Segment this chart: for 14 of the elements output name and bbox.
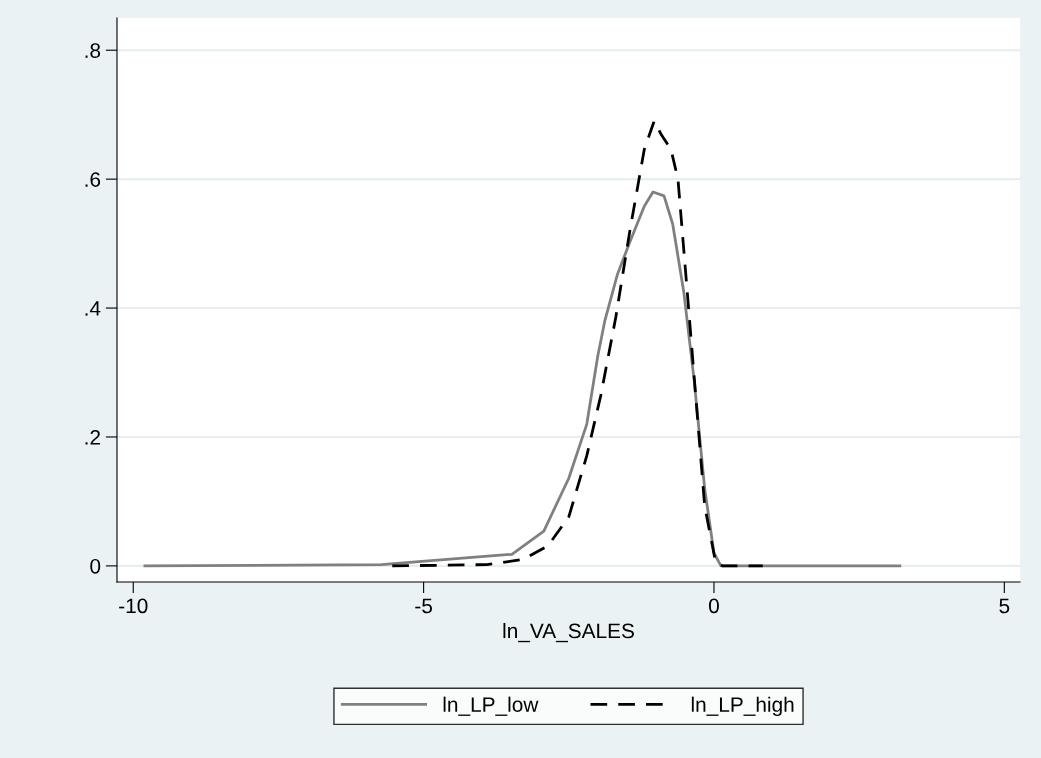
legend-label: ln_LP_high (691, 696, 794, 717)
y-tick-label: .4 (85, 301, 101, 316)
x-tick-label: 0 (708, 598, 719, 614)
x-tick-label: -10 (119, 598, 148, 614)
x-tick-label: -5 (415, 598, 432, 614)
legend-label: ln_LP_low (443, 696, 539, 716)
line-series (390, 119, 765, 568)
y-tick-label: 0 (90, 558, 101, 574)
line-series (143, 190, 902, 568)
y-tick-label: .8 (85, 43, 101, 58)
x-tick-label: 5 (999, 598, 1010, 614)
x-axis-title: ln_VA_SALES (503, 622, 634, 643)
y-tick-label: .6 (85, 172, 101, 187)
y-tick-label: .2 (85, 429, 100, 445)
